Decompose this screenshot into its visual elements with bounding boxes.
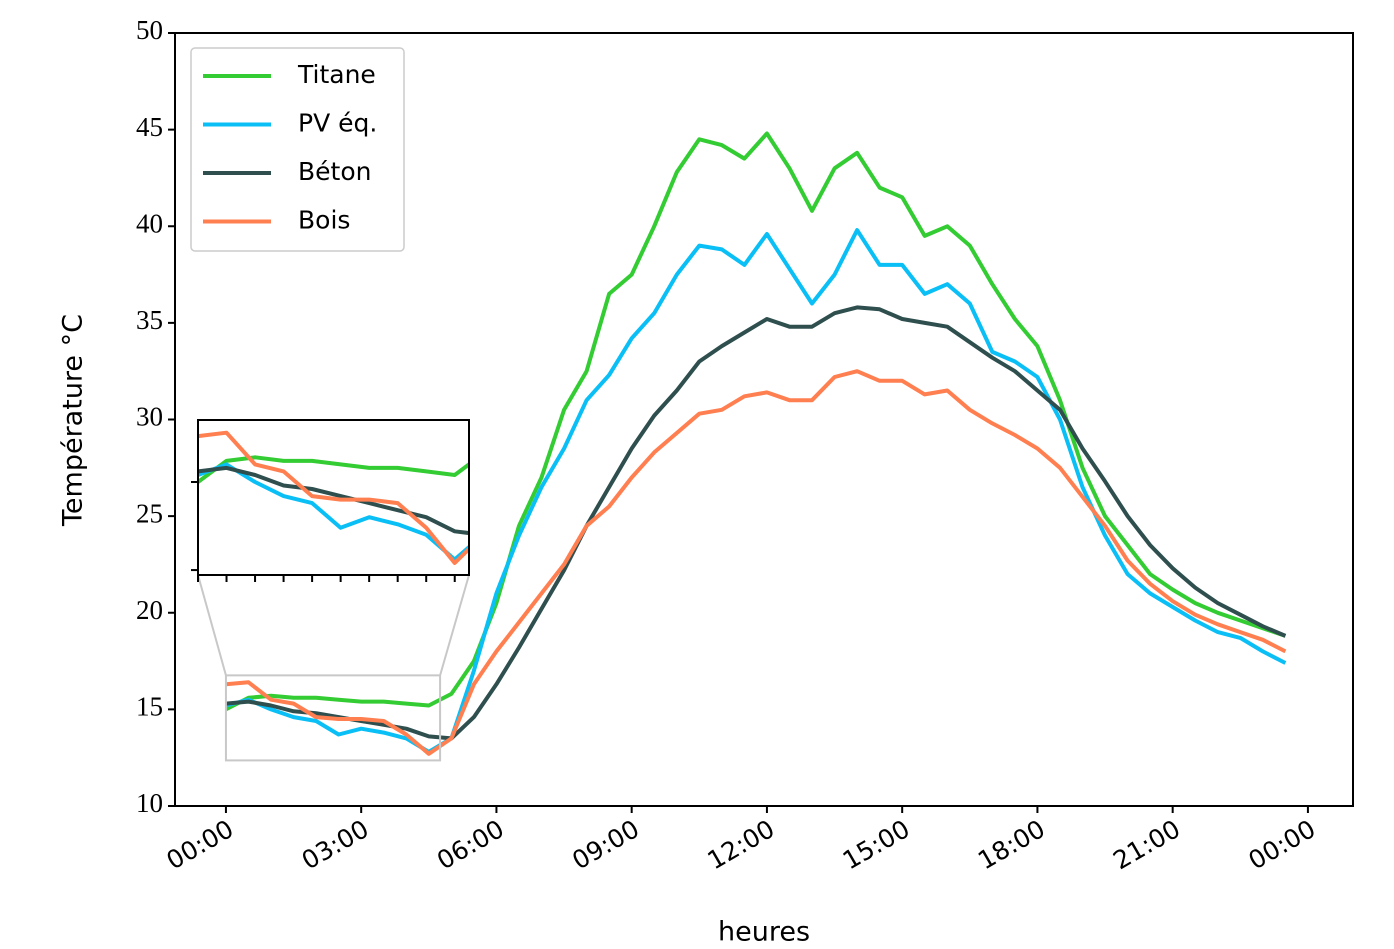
- legend-label: Béton: [298, 157, 371, 186]
- zoom-connector: [197, 574, 227, 676]
- inset-frame: [197, 419, 470, 576]
- series-line: [225, 305, 1287, 741]
- series-line: [198, 455, 469, 484]
- legend-label: Bois: [298, 206, 350, 235]
- y-tick-label: 15: [136, 692, 163, 722]
- series-line: [225, 228, 1287, 754]
- x-axis-label: heures: [718, 917, 810, 946]
- legend-box: [190, 47, 405, 252]
- y-tick-label: 35: [136, 305, 163, 335]
- series-line: [198, 465, 469, 536]
- series-line: [198, 430, 469, 565]
- y-tick-label: 50: [136, 15, 163, 45]
- y-tick-label: 25: [136, 498, 163, 528]
- series-line: [198, 462, 469, 562]
- zoom-connector: [439, 574, 470, 676]
- plot-frame: [174, 32, 1354, 807]
- y-axis-label: Température °C: [58, 314, 89, 527]
- y-tick-label: 20: [136, 595, 163, 625]
- legend-label: PV éq.: [298, 109, 377, 138]
- legend-label: Titane: [297, 60, 376, 89]
- y-tick-label: 30: [136, 402, 163, 432]
- series-line: [225, 369, 1287, 756]
- y-tick-label: 10: [136, 788, 163, 818]
- y-tick-label: 45: [136, 112, 163, 142]
- y-tick-label: 40: [136, 208, 163, 238]
- zoom-box: [224, 674, 442, 762]
- series-line: [224, 131, 1287, 712]
